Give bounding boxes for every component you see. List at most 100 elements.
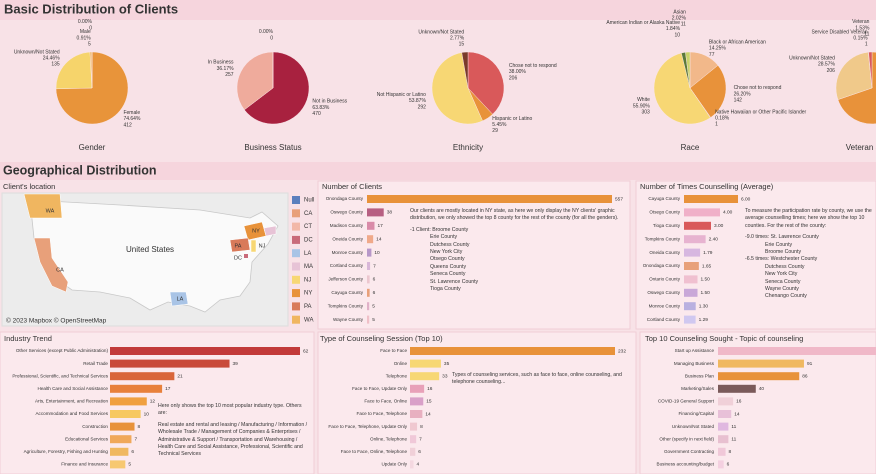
pie-label: 303 — [642, 110, 651, 116]
map-state — [229, 237, 251, 253]
pie-label: 0 — [89, 25, 92, 31]
bar-value-label: 16 — [736, 399, 742, 405]
pie-slice — [55, 51, 129, 125]
bar-category-label: Unknown/Not Stated — [672, 424, 715, 429]
bar-category-label: Monroe County — [332, 250, 364, 255]
bar — [684, 248, 701, 257]
pie-label: 412 — [123, 122, 132, 128]
pie-label: 55.90% — [633, 103, 651, 109]
pie-title: Ethnicity — [453, 143, 483, 152]
bar-value-label: 1.29 — [699, 317, 709, 323]
map-state-label: LA — [177, 296, 184, 302]
bar — [367, 302, 370, 311]
bar-category-label: Face to Face, Telephone, Update Only — [328, 424, 407, 429]
pie-title: Veteran Status — [846, 143, 876, 152]
legend-label: CT — [304, 224, 312, 230]
bar-category-label: Finance and Insurance — [61, 462, 108, 467]
bar-value-label: 7 — [134, 436, 137, 442]
bar — [684, 208, 720, 217]
chart-title: Top 10 Counseling Sought - Topic of coun… — [645, 334, 803, 343]
bar — [684, 288, 698, 297]
map-state — [169, 291, 189, 307]
map-country-label: United States — [126, 245, 174, 254]
pie-slice — [244, 51, 310, 125]
bar-value-label: 1.50 — [701, 277, 711, 283]
chart-title: Industry Trend — [4, 334, 52, 343]
bar-value-label: 6 — [727, 462, 730, 468]
bar-value-label: 10 — [374, 250, 380, 256]
bar-category-label: Accommodation and Food Services — [35, 411, 108, 416]
note-list-item: Erie County — [430, 234, 458, 241]
map-state-label: DC — [234, 255, 242, 261]
bar — [110, 447, 129, 456]
bar-value-label: 40 — [759, 386, 765, 392]
bar — [110, 410, 141, 418]
bar-value-label: 1.30 — [699, 303, 709, 309]
bar-category-label: Other Services (except Public Administra… — [16, 348, 109, 353]
pie-label: 5 — [88, 42, 91, 48]
pie-label: 0.15% — [853, 36, 868, 42]
bar-value-label: 1.65 — [702, 263, 712, 269]
map-state-label: CA — [56, 267, 64, 273]
bar — [718, 347, 876, 355]
note-list-item: -1 Client: Broome County — [410, 226, 469, 233]
pie-label: Unknown/Not Stated — [418, 29, 464, 35]
bar-value-label: 232 — [618, 348, 626, 354]
bar-value-label: 14 — [734, 411, 740, 417]
bar-category-label: Online, Telephone — [370, 436, 407, 441]
panel — [317, 331, 637, 474]
bar — [410, 397, 424, 406]
bar-value-label: 1.50 — [701, 290, 711, 296]
note-list-item: Seneca County — [765, 278, 801, 285]
bar — [110, 347, 300, 355]
bar-value-label: 38 — [387, 210, 393, 216]
bar — [367, 208, 384, 217]
map-state-label: PA — [235, 243, 242, 249]
bar-category-label: Update Only — [381, 462, 407, 467]
pie-label: 28.57% — [818, 62, 836, 68]
bar-value-label: 14 — [376, 236, 382, 242]
bar-value-label: 8 — [729, 449, 732, 455]
pie-title: Race — [681, 143, 700, 152]
bar — [718, 384, 756, 393]
bar-category-label: Face to Face, Online — [364, 399, 407, 404]
pie-label: 142 — [734, 98, 743, 104]
map-state — [23, 193, 63, 219]
bar-category-label: Face to Face, Update Only — [352, 386, 408, 391]
bar — [110, 460, 126, 469]
bar — [367, 262, 371, 270]
bar-category-label: Oneida County — [332, 236, 363, 241]
bar-value-label: 11 — [731, 436, 736, 442]
bar-category-label: Business accounting/budget — [657, 462, 715, 467]
bar — [684, 262, 699, 270]
pie-slice — [467, 51, 505, 115]
bar-category-label: Tompkins County — [645, 236, 681, 241]
header-title: Basic Distribution of Clients — [4, 1, 178, 16]
bar — [367, 221, 375, 230]
pie-label: White — [637, 97, 650, 103]
bar-category-label: Face to Face, Telephone — [357, 411, 408, 416]
bar-value-label: 39 — [233, 361, 239, 367]
bar-category-label: Agriculture, Forestry, Fishing and Hunti… — [24, 449, 109, 454]
bar — [410, 435, 417, 444]
chart-note: To measure the participation rate by cou… — [745, 208, 873, 301]
header-band — [0, 0, 876, 20]
legend-label: WA — [304, 317, 313, 323]
note-list-item: Seneca County — [430, 271, 466, 278]
bar — [718, 372, 800, 381]
map-title: Client's location — [3, 182, 55, 191]
pie-label: Unknown/Not Stated — [789, 55, 835, 61]
pie-slice — [236, 51, 274, 111]
bar — [110, 422, 135, 431]
bar-category-label: Face to Face — [380, 348, 407, 353]
bar-category-label: Arts, Entertainment, and Recreation — [35, 399, 108, 404]
panel — [635, 180, 876, 330]
bar-value-label: 16 — [427, 386, 433, 392]
pie-label: 26.20% — [734, 91, 752, 97]
pie-label: 135 — [51, 62, 60, 68]
pie-slice — [689, 65, 727, 118]
note-list-item: New York City — [430, 249, 463, 256]
bar-category-label: Financing/Capital — [679, 411, 715, 416]
note-list-item: Chenango County — [765, 293, 807, 300]
pie-label: 14.25% — [709, 46, 727, 52]
